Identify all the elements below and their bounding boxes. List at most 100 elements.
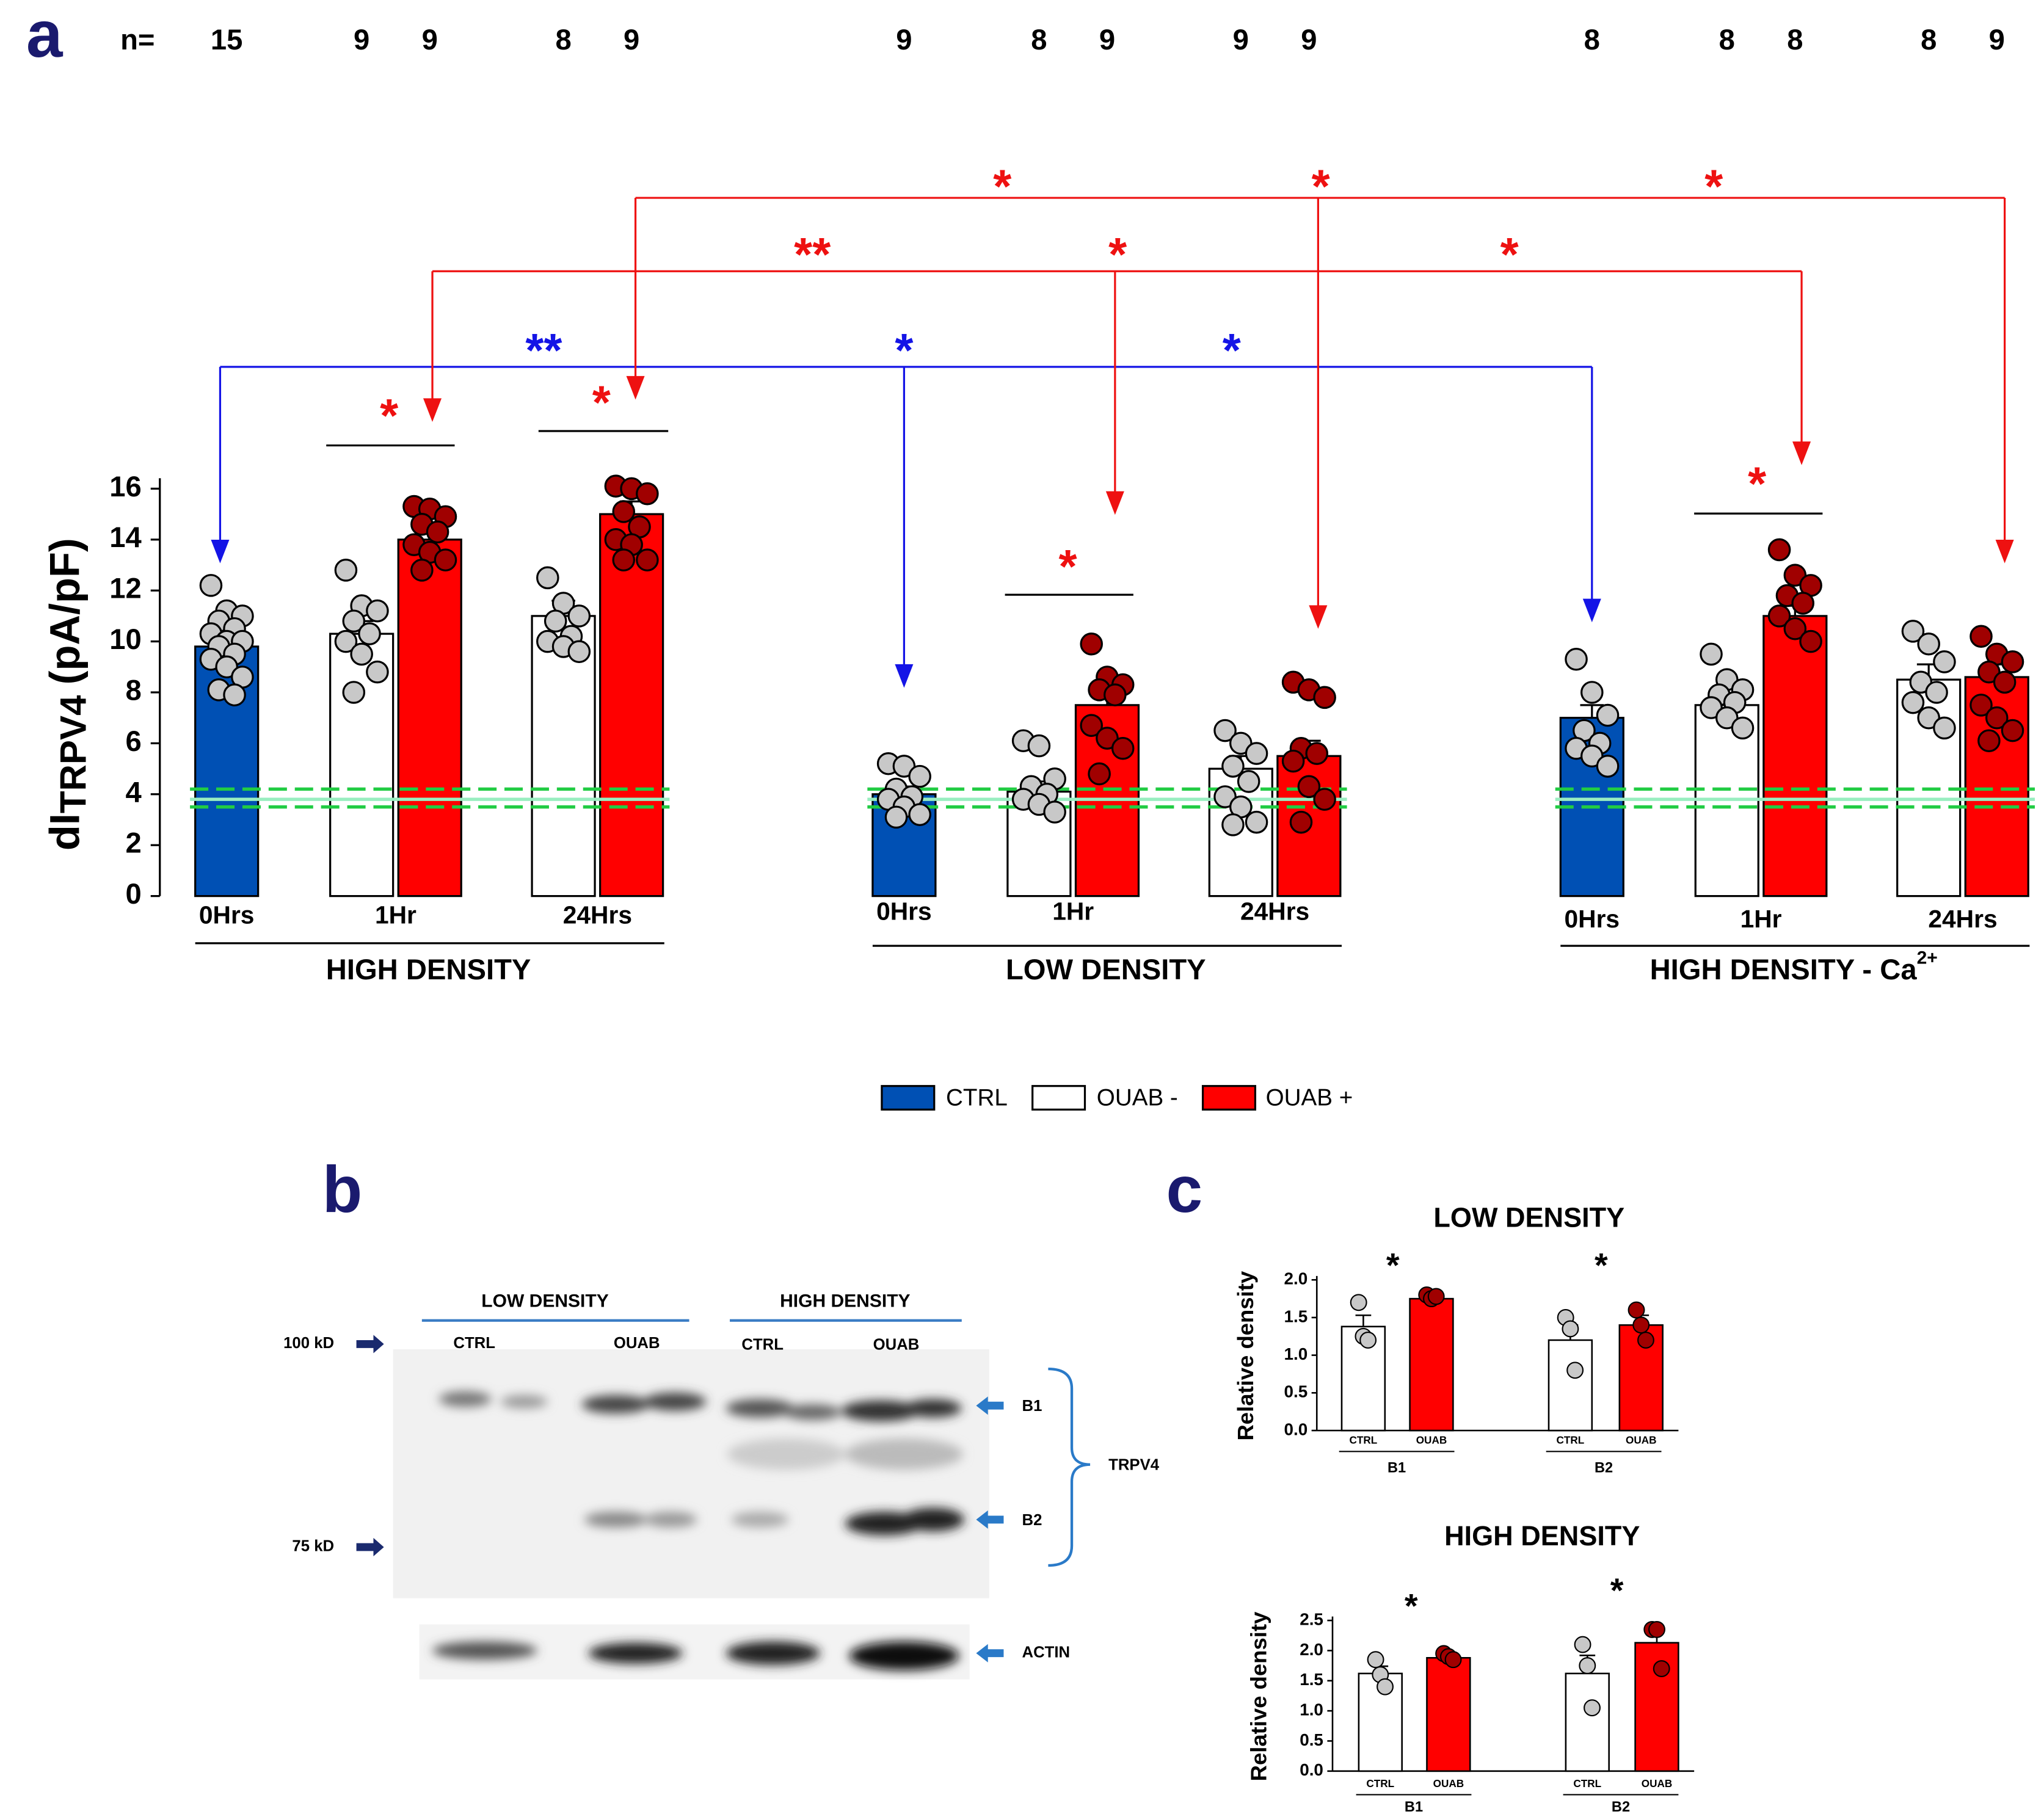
data-point [1933, 650, 1956, 673]
data-point [1596, 755, 1620, 778]
data-point [1213, 719, 1237, 742]
data-point [1648, 1620, 1665, 1638]
data-point [1221, 755, 1245, 778]
y-tick-label: 4 [125, 776, 141, 808]
significance-star: * [1500, 228, 1519, 281]
data-point [1767, 604, 1791, 628]
y-tick-label: 6 [125, 725, 141, 758]
data-point [636, 482, 659, 506]
data-point [1281, 749, 1305, 773]
data-point [1245, 810, 1268, 834]
data-point [567, 640, 591, 664]
significance-star: * [1312, 161, 1330, 213]
marker-arrow [356, 1335, 384, 1354]
data-point [199, 574, 223, 597]
chart-title: HIGH DENSITY [1444, 1520, 1640, 1551]
n-value: 8 [1787, 24, 1803, 56]
lane-label: CTRL [453, 1335, 495, 1352]
blot-group-label: LOW DENSITY [481, 1291, 608, 1311]
bar [599, 513, 664, 898]
group-label: LOW DENSITY [1006, 954, 1206, 987]
arrow-head [626, 375, 645, 400]
y-tick-label: 2.0 [1300, 1640, 1323, 1659]
significance-star: * [1748, 458, 1766, 510]
significance-star: ** [794, 228, 831, 281]
legend-swatch [1031, 1085, 1086, 1111]
data-point [350, 642, 373, 666]
group-label: HIGH DENSITY [326, 954, 531, 987]
significance-star: * [592, 377, 611, 429]
arrow-head [1582, 598, 1601, 623]
n-value: 9 [422, 24, 438, 56]
significance-star: * [1223, 324, 1241, 377]
x-tick-label: CTRL [1366, 1777, 1394, 1790]
y-tick-label: 0.0 [1284, 1420, 1308, 1438]
significance-star: * [1059, 540, 1077, 593]
x-tick-label: 24Hrs [1928, 905, 1997, 933]
significance-star: * [1595, 1247, 1608, 1285]
y-tick-label: 2.5 [1300, 1609, 1323, 1628]
data-point [2001, 719, 2024, 742]
y-tick-label: 0.5 [1284, 1382, 1308, 1401]
data-point [366, 660, 389, 684]
lane-label: OUAB [873, 1336, 920, 1353]
data-point [884, 805, 908, 829]
western-blot: LOW DENSITY HIGH DENSITY CTRL OUAB CTRL … [283, 1291, 1160, 1680]
data-point [1925, 681, 1948, 704]
data-point [612, 500, 636, 523]
x-tick-label: OUAB [1626, 1434, 1657, 1446]
data-point [434, 548, 457, 571]
group-label: B1 [1405, 1799, 1423, 1815]
marker-arrow [356, 1537, 384, 1556]
data-point [544, 609, 567, 633]
data-point [1628, 1301, 1645, 1319]
x-tick-label: 0Hrs [876, 897, 932, 925]
significance-star: * [380, 390, 398, 442]
data-point [1596, 703, 1620, 727]
data-point [1027, 734, 1051, 758]
data-point [1566, 1362, 1584, 1379]
significance-star: * [1610, 1572, 1624, 1609]
significance-star: ** [525, 324, 562, 377]
data-point [1367, 1651, 1384, 1669]
data-point [1043, 800, 1066, 824]
x-tick-label: OUAB [1416, 1434, 1447, 1446]
data-point [1080, 714, 1103, 737]
x-tick-label: 0Hrs [1564, 905, 1620, 933]
data-point [908, 803, 931, 826]
legend-label: OUAB + [1266, 1084, 1353, 1111]
data-point [1791, 592, 1814, 615]
data-point [567, 604, 591, 628]
n-value: 8 [555, 24, 571, 56]
data-point [1111, 736, 1135, 760]
data-point [536, 566, 559, 590]
panel-label: c [1166, 1153, 1203, 1226]
data-point [1574, 1636, 1591, 1653]
data-point [1783, 617, 1807, 640]
bar [397, 539, 462, 898]
significance-star: * [1704, 161, 1723, 213]
data-point [1104, 683, 1127, 706]
marker-label: 75 kD [292, 1538, 334, 1555]
x-tick-label: 1Hr [1052, 897, 1094, 925]
data-point [1901, 691, 1925, 714]
x-tick-label: 1Hr [375, 901, 416, 929]
legend-swatch [1201, 1085, 1257, 1111]
data-point [1221, 813, 1245, 836]
y-axis-label: Relative density [1233, 1271, 1258, 1440]
data-point [1993, 670, 2017, 694]
y-tick-label: 0 [125, 878, 141, 910]
n-value: 8 [1921, 24, 1937, 56]
y-tick-label: 1.0 [1300, 1700, 1323, 1719]
marker-label: 100 kD [283, 1335, 334, 1352]
n-value: 9 [1301, 24, 1317, 56]
arrow-head [1995, 540, 2014, 564]
group-label: HIGH DENSITY - Ca2+ [1650, 948, 1938, 987]
group-label: B2 [1595, 1460, 1613, 1476]
x-tick-label: 0Hrs [199, 901, 255, 929]
n-value: 9 [896, 24, 912, 56]
data-point [1289, 810, 1313, 834]
data-point [426, 520, 449, 544]
